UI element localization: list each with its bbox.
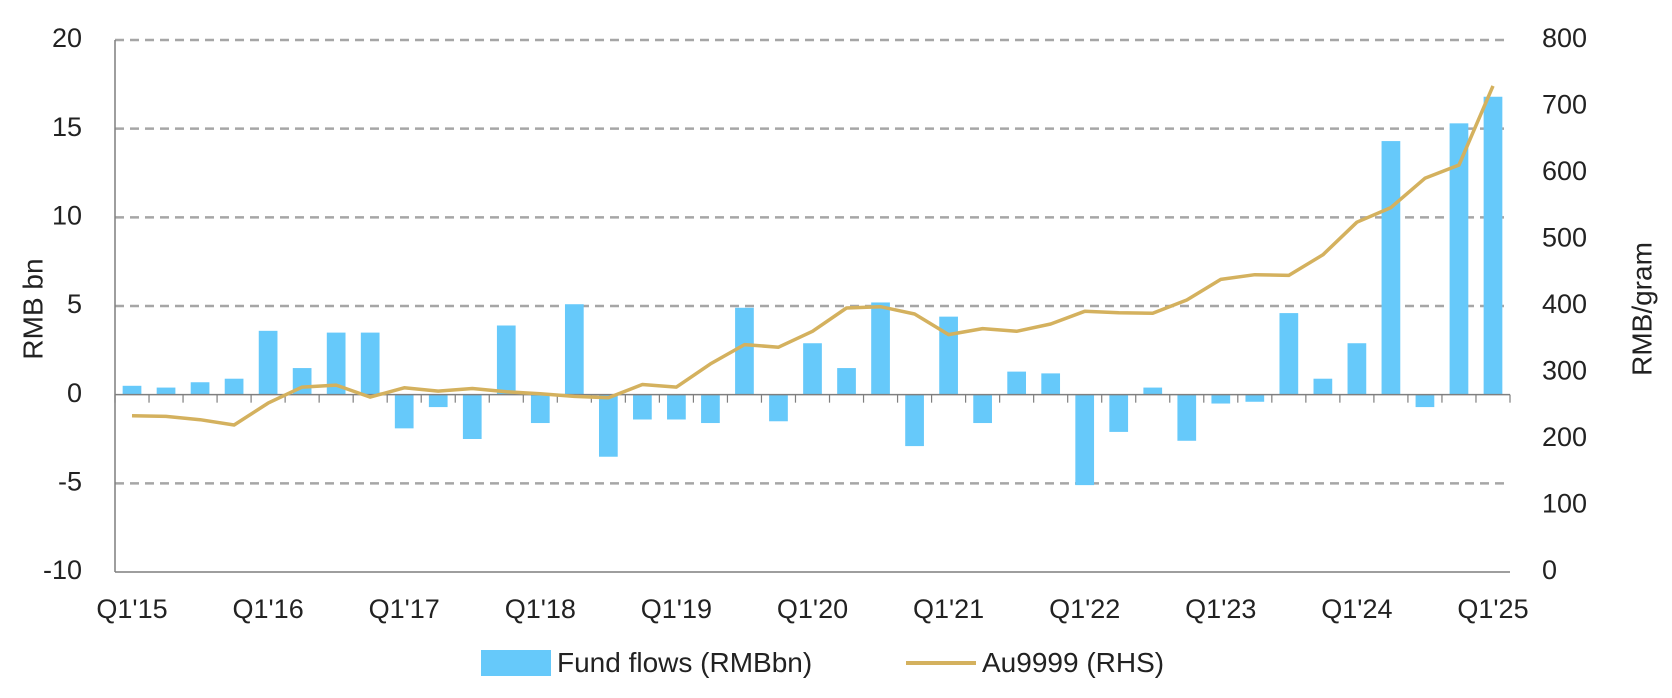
bar [428,394,448,408]
y2-tick-label: 800 [1542,23,1587,53]
bar [394,394,414,429]
y-tick-label: 10 [52,200,82,230]
x-tick-label: Q1'25 [1457,594,1528,624]
y2-tick-label: 0 [1542,555,1557,585]
bar [837,368,856,395]
y-tick-label: 5 [67,289,82,319]
bar [1211,394,1231,404]
bar [871,302,890,395]
bar [190,382,210,395]
bar [701,394,720,424]
bar [1415,394,1435,408]
bar [224,378,244,395]
x-tick-label: Q1'17 [369,594,440,624]
x-tick-label: Q1'24 [1321,594,1392,624]
x-tick-label: Q1'19 [641,594,712,624]
x-tick-label: Q1'22 [1049,594,1120,624]
y-tick-label: -5 [58,466,82,496]
y2-axis-title: RMB/gram [1626,242,1657,376]
bar [496,325,516,395]
bar [735,307,754,395]
y2-tick-label: 700 [1542,90,1587,120]
y-axis-title: RMB bn [17,258,48,359]
x-tick-label: Q1'20 [777,594,848,624]
bar [1347,343,1367,395]
au9999-line [131,85,1495,427]
bar [1007,371,1027,395]
bar [1313,378,1333,395]
x-tick-label: Q1'21 [913,594,984,624]
bar [462,394,482,439]
bar [1449,123,1469,395]
bar [360,332,380,395]
bar [1279,313,1299,395]
bar [564,304,584,395]
y-tick-label: 0 [67,378,82,408]
x-tick-label: Q1'16 [233,594,304,624]
legend-label-fund-flows: Fund flows (RMBbn) [557,647,812,678]
bar [1041,373,1061,395]
bar [1381,141,1401,395]
legend-label-au9999: Au9999 (RHS) [982,647,1164,678]
bar [803,343,822,395]
bar [530,394,550,424]
y2-tick-label: 300 [1542,356,1587,386]
bar [939,316,958,395]
bar [1143,387,1163,395]
bar [973,394,992,424]
axis-titles: RMB bn RMB/gram [17,242,1657,376]
y2-tick-label: 100 [1542,489,1587,519]
bar [122,385,142,395]
line-series-au9999 [131,85,1495,427]
bar [769,394,788,422]
y-tick-label: -10 [43,555,82,585]
y-tick-label: 15 [52,112,82,142]
bar-series-fund-flows [122,96,1503,486]
axes [114,40,1511,573]
gridlines [115,38,1510,485]
legend: Fund flows (RMBbn) Au9999 (RHS) [481,647,1164,678]
legend-swatch-fund-flows [481,650,551,676]
bar [1483,96,1503,395]
bar [326,332,346,395]
bar [1075,394,1095,486]
bar [258,330,278,395]
bar [633,394,652,420]
y2-tick-label: 600 [1542,156,1587,186]
y2-tick-label: 400 [1542,289,1587,319]
y2-tick-label: 200 [1542,422,1587,452]
tick-labels: -10-5051015200100200300400500600700800Q1… [43,23,1587,624]
bar [1177,394,1197,441]
x-tick-label: Q1'23 [1185,594,1256,624]
bar [1109,394,1129,432]
bar [156,387,176,395]
bar [905,394,924,447]
bar [598,394,618,457]
bar [1245,394,1265,402]
bar [667,394,686,420]
x-tick-label: Q1'15 [96,594,167,624]
y2-tick-label: 500 [1542,223,1587,253]
y-tick-label: 20 [52,23,82,53]
x-tick-label: Q1'18 [505,594,576,624]
